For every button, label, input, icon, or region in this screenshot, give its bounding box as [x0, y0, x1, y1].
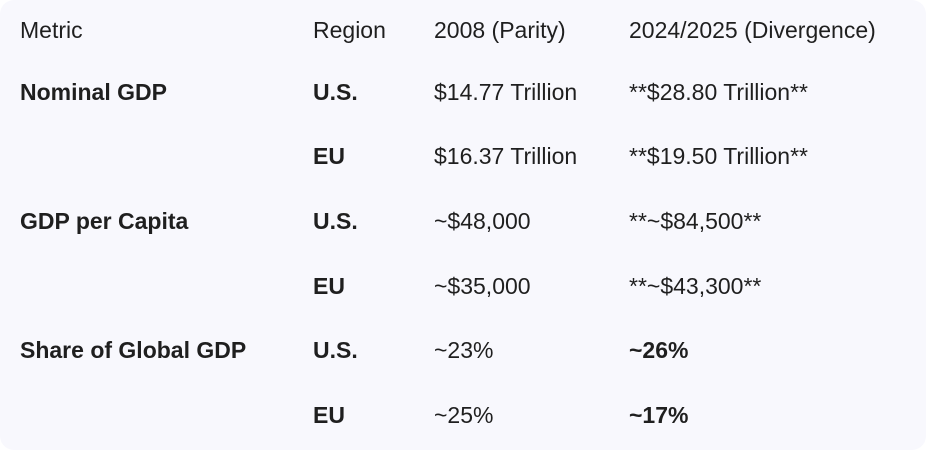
value-2008-cell: ~23%: [434, 337, 494, 364]
table-row: EU ~$35,000 **~$43,300**: [0, 254, 926, 319]
value-2024-cell: **~$84,500**: [629, 207, 762, 234]
table-row: EU $16.37 Trillion **$19.50 Trillion**: [0, 125, 926, 190]
value-2024-cell: ~17%: [629, 401, 689, 428]
value-2024-cell: ~26%: [629, 337, 689, 364]
metric-cell: GDP per Capita: [20, 207, 189, 234]
metric-cell: [0, 254, 313, 319]
table-row: GDP per Capita U.S. ~$48,000 **~$84,500*…: [0, 189, 926, 254]
header-2024-2025: 2024/2025 (Divergence): [629, 16, 876, 43]
header-metric: Metric: [20, 16, 83, 43]
value-2024-cell: **$28.80 Trillion**: [629, 78, 809, 105]
region-cell: U.S.: [313, 337, 358, 364]
value-2024-cell: **~$43,300**: [629, 272, 762, 299]
region-cell: EU: [313, 143, 345, 170]
table-row: Share of Global GDP U.S. ~23% ~26%: [0, 318, 926, 383]
table-header-row: Metric Region 2008 (Parity) 2024/2025 (D…: [0, 0, 926, 60]
value-2008-cell: $14.77 Trillion: [434, 78, 578, 105]
region-cell: EU: [313, 401, 345, 428]
metric-cell: [0, 125, 313, 190]
value-2008-cell: $16.37 Trillion: [434, 143, 578, 170]
metric-cell: [0, 383, 313, 448]
header-region: Region: [313, 16, 386, 43]
header-2008: 2008 (Parity): [434, 16, 566, 43]
region-cell: EU: [313, 272, 345, 299]
metric-cell: Nominal GDP: [20, 78, 167, 105]
table-row: EU ~25% ~17%: [0, 383, 926, 448]
value-2024-cell: **$19.50 Trillion**: [629, 143, 809, 170]
region-cell: U.S.: [313, 207, 358, 234]
value-2008-cell: ~$35,000: [434, 272, 531, 299]
table-row: Nominal GDP U.S. $14.77 Trillion **$28.8…: [0, 60, 926, 125]
metric-cell: Share of Global GDP: [20, 337, 247, 364]
region-cell: U.S.: [313, 78, 358, 105]
value-2008-cell: ~25%: [434, 401, 494, 428]
value-2008-cell: ~$48,000: [434, 207, 531, 234]
